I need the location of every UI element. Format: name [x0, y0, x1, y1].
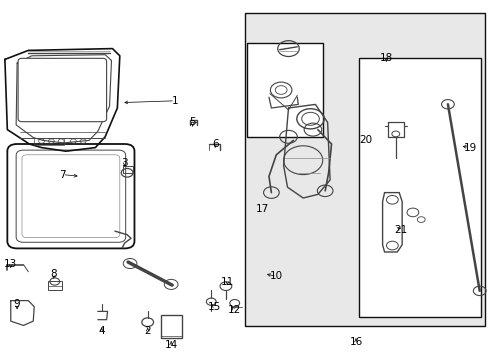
Text: 4: 4	[98, 326, 105, 336]
Text: 17: 17	[255, 204, 268, 214]
Text: 7: 7	[59, 170, 66, 180]
Text: 14: 14	[164, 340, 178, 350]
Text: 1: 1	[171, 96, 178, 106]
Text: 20: 20	[359, 135, 371, 145]
FancyBboxPatch shape	[7, 144, 134, 248]
Text: 5: 5	[189, 117, 196, 127]
Bar	[123, 166, 133, 173]
Text: 16: 16	[348, 337, 362, 347]
Text: 12: 12	[227, 305, 241, 315]
Text: 9: 9	[14, 299, 20, 309]
Text: 21: 21	[393, 225, 407, 235]
FancyBboxPatch shape	[18, 58, 106, 122]
Text: 6: 6	[211, 139, 218, 149]
Text: 13: 13	[4, 258, 18, 269]
Text: 18: 18	[379, 53, 392, 63]
Bar	[245, 13, 484, 326]
Text: 8: 8	[50, 269, 57, 279]
Bar	[359, 58, 480, 317]
Bar	[161, 315, 182, 338]
Text: 10: 10	[270, 271, 283, 282]
Text: 2: 2	[144, 326, 151, 336]
Text: 19: 19	[463, 143, 476, 153]
Bar	[246, 43, 322, 137]
Text: 15: 15	[207, 302, 221, 312]
Text: 11: 11	[220, 276, 234, 287]
Text: 3: 3	[121, 158, 128, 168]
Bar	[48, 281, 61, 290]
Bar	[34, 138, 63, 145]
